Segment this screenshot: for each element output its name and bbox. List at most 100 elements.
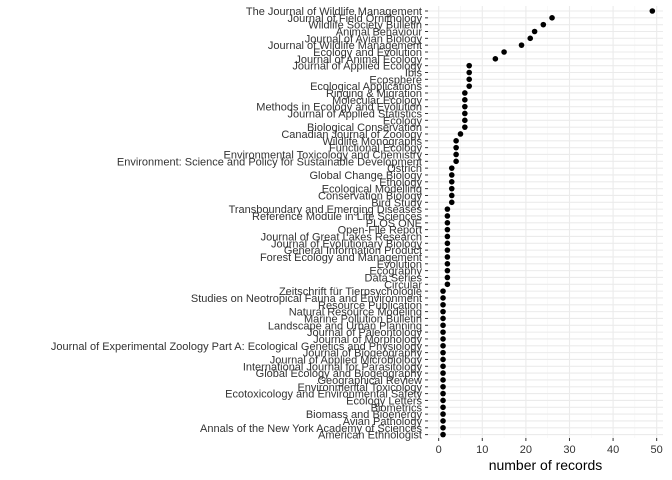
data-point [462,90,468,96]
data-point [440,308,446,315]
data-point [444,274,451,281]
data-point [448,192,455,199]
x-tick-label: 30 [563,444,575,456]
x-axis-ticks: 0 10 20 30 40 50 [436,438,663,456]
category-label: Global Ecology and Biogeography [256,368,423,380]
data-point [453,158,459,165]
category-label: Canadian Journal of Zoology [281,129,422,141]
category-label: Journal of Applied Microbiology [270,354,423,366]
data-point [453,138,459,144]
category-label: Biometrics [371,402,423,414]
data-point [440,377,446,383]
x-tick-label: 20 [520,444,532,456]
data-point [448,179,455,185]
data-point [457,131,464,137]
category-label: Environment: Science and Policy for Sust… [117,156,422,168]
category-label: Landscape and Urban Planning [268,320,422,332]
category-label: Bird Study [371,197,422,209]
category-label: Ethology [379,177,422,189]
category-label: Ecological Modelling [322,184,422,196]
data-point [444,247,451,253]
grid [428,6,663,438]
category-label: Functional Ecology [329,143,422,155]
data-point [527,35,534,42]
category-label: Biomass and Bioenergy [306,409,423,421]
category-label: Forest Ecology and Management [260,252,422,264]
data-point [440,356,446,363]
x-tick-label: 40 [607,444,619,456]
data-point [518,42,525,48]
category-label: Zeitschrift für Tierpsychologie [279,286,422,298]
category-label: Ecography [369,266,422,278]
data-point [462,117,468,124]
x-tick-label: 10 [476,444,488,456]
data-point [440,288,446,294]
data-point [492,56,499,62]
category-label: Journal of Experimental Zoology Part A: … [51,341,423,353]
category-label: Marine Pollution Bulletin [304,313,422,325]
category-label: Ecology and Evolution [313,47,422,59]
category-label: Data Series [365,272,423,284]
data-point [453,151,459,158]
category-label: Ecotoxicology and Environmental Safety [225,389,422,401]
data-point [466,76,473,83]
data-point [440,431,446,438]
data-point [549,15,555,21]
data-point [440,329,446,335]
category-label: Global Change Biology [309,170,422,182]
category-label: Ostrich [387,163,422,175]
category-label: Journal of Applied Statistics [287,108,422,120]
category-label: Journal of Applied Ecology [292,61,422,73]
category-label: Wildlife Society Bulletin [308,20,422,32]
category-label: Journal of Morphology [313,334,422,346]
data-point [444,281,451,288]
category-label: Evolution [377,259,422,271]
data-point [448,165,455,171]
category-label: Molecular Ecology [332,95,422,107]
category-label: Ecological Applications [310,81,422,93]
category-label: Environmental Toxicology [297,382,422,394]
category-label: Conservation Biology [318,190,422,202]
data-point [440,404,446,411]
category-label: Ecosphere [369,74,422,86]
x-axis-title: number of records [489,457,603,473]
category-label: Biological Conservation [307,122,422,134]
category-label: Ringing & Migration [326,88,422,100]
data-point [440,383,446,390]
data-point [444,206,451,212]
data-point [462,97,468,103]
data-point [531,28,538,35]
data-point [440,336,446,342]
category-label: Journal of Evolutionary Biology [271,238,423,250]
data-point [453,144,459,151]
data-points [440,8,656,438]
data-point [448,185,455,192]
data-point [466,83,473,89]
data-point [440,322,446,329]
category-label: American Ethnologist [318,430,422,442]
category-label: Annals of the New York Academy of Scienc… [200,423,422,435]
data-point [466,62,473,69]
category-label: PLOS ONE [366,218,422,230]
data-point [466,69,473,76]
data-point [440,390,446,397]
data-point [444,260,451,267]
category-label: Ibis [405,67,423,79]
category-label: Resource Publication [318,300,422,312]
data-point [440,301,446,308]
category-label: Studies on Neotropical Fauna and Environ… [191,293,422,305]
data-point [440,418,446,424]
category-label: Journal of Animal Ecology [295,54,422,66]
data-point [440,349,446,356]
category-label: Geographical Review [317,375,422,387]
data-point [440,370,446,376]
category-label: Animal Behaviour [336,26,423,38]
x-tick-label: 0 [436,444,442,456]
category-label: International Journal for Parasitology [243,361,423,373]
category-label: Transboundary and Emerging Diseases [229,204,423,216]
data-point [440,295,446,301]
data-point [448,199,455,206]
category-label: Reference Module in Life Sciences [252,211,422,223]
category-label: Ecology Letters [346,395,422,407]
